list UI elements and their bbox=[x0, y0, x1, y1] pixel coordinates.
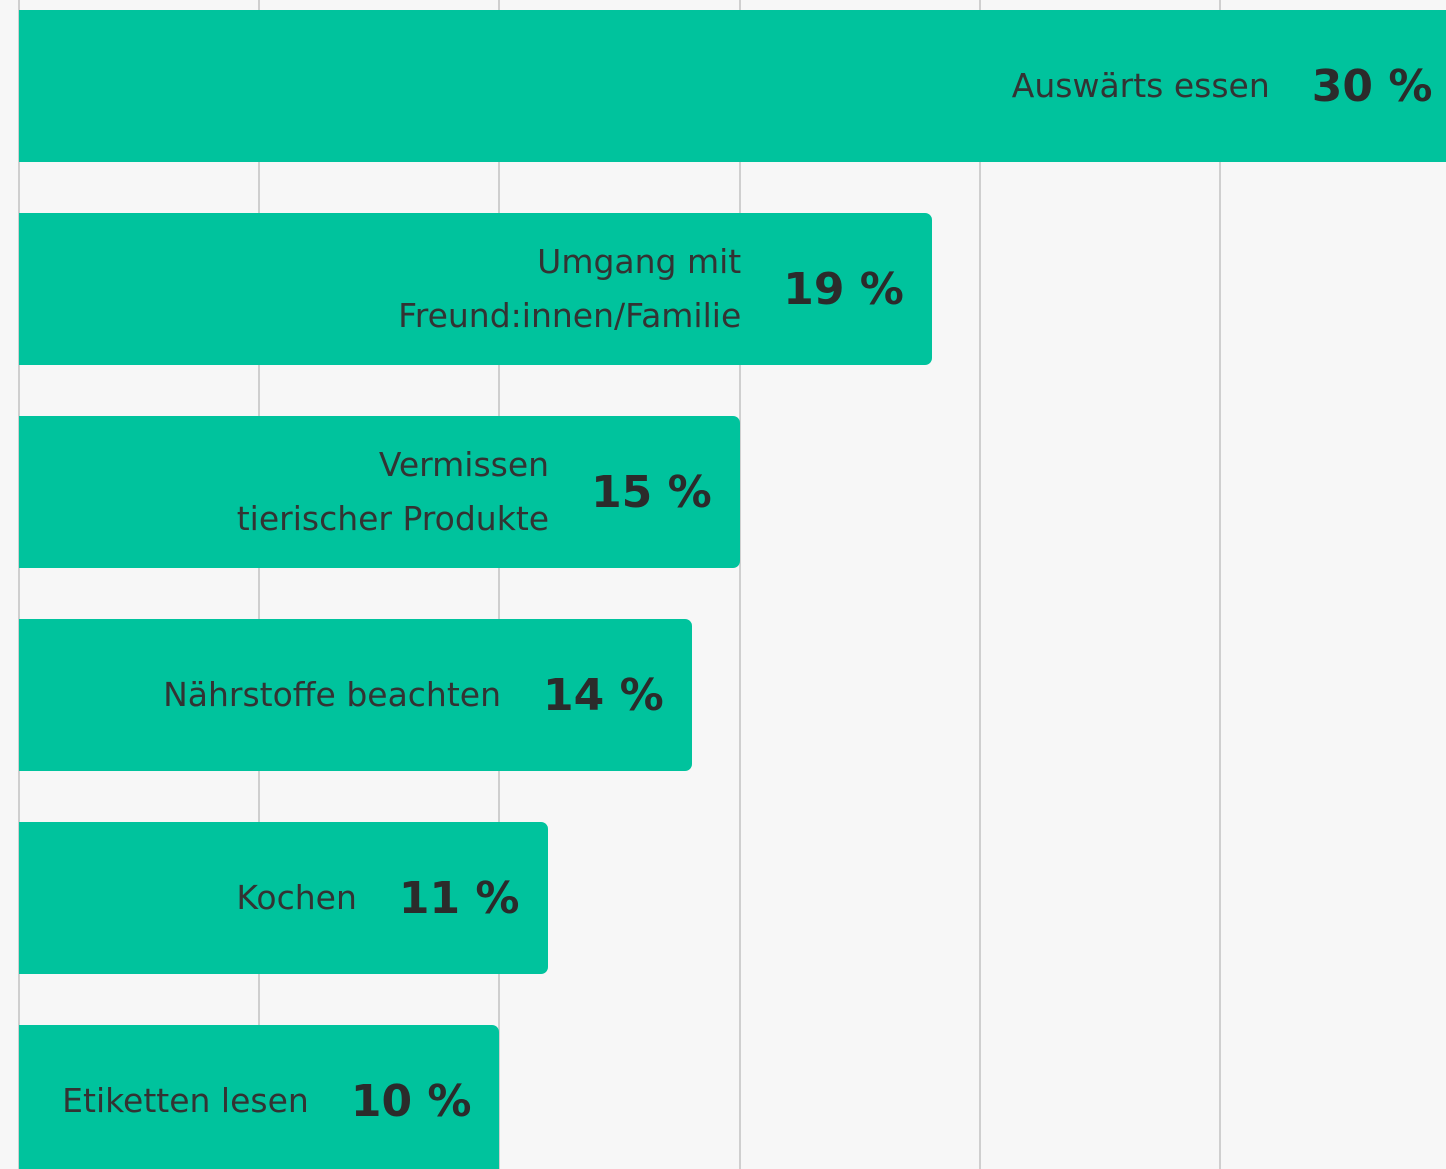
value-label: 19 % bbox=[783, 263, 904, 315]
category-label: Auswärts essen bbox=[1011, 66, 1270, 105]
bar: Auswärts essen 30 % bbox=[19, 10, 1446, 162]
bar: Vermissen tierischer Produkte 15 % bbox=[19, 416, 740, 568]
value-label: 30 % bbox=[1311, 60, 1433, 112]
grid-line bbox=[498, 0, 501, 1169]
bar: Etiketten lesen 10 % bbox=[19, 1025, 500, 1169]
category-label: Nährstoffe beachten bbox=[163, 675, 502, 714]
grid-line bbox=[738, 0, 741, 1169]
value-label: 14 % bbox=[543, 669, 664, 721]
grid-line bbox=[258, 0, 261, 1169]
value-label: 11 % bbox=[398, 872, 520, 924]
grid-line bbox=[18, 0, 20, 1169]
category-label: Vermissen tierischer Produkte bbox=[236, 445, 550, 538]
category-label: Etiketten lesen bbox=[62, 1081, 309, 1120]
category-label: Kochen bbox=[236, 878, 357, 917]
value-label: 10 % bbox=[350, 1075, 472, 1127]
value-label: 15 % bbox=[591, 466, 712, 518]
bar: Nährstoffe beachten 14 % bbox=[19, 619, 692, 771]
bar: Umgang mit Freund:innen/Familie 19 % bbox=[19, 213, 932, 365]
grid-line bbox=[978, 0, 981, 1169]
bar: Kochen 11 % bbox=[19, 822, 548, 974]
category-label: Umgang mit Freund:innen/Familie bbox=[398, 242, 742, 335]
grid-line bbox=[1219, 0, 1222, 1169]
